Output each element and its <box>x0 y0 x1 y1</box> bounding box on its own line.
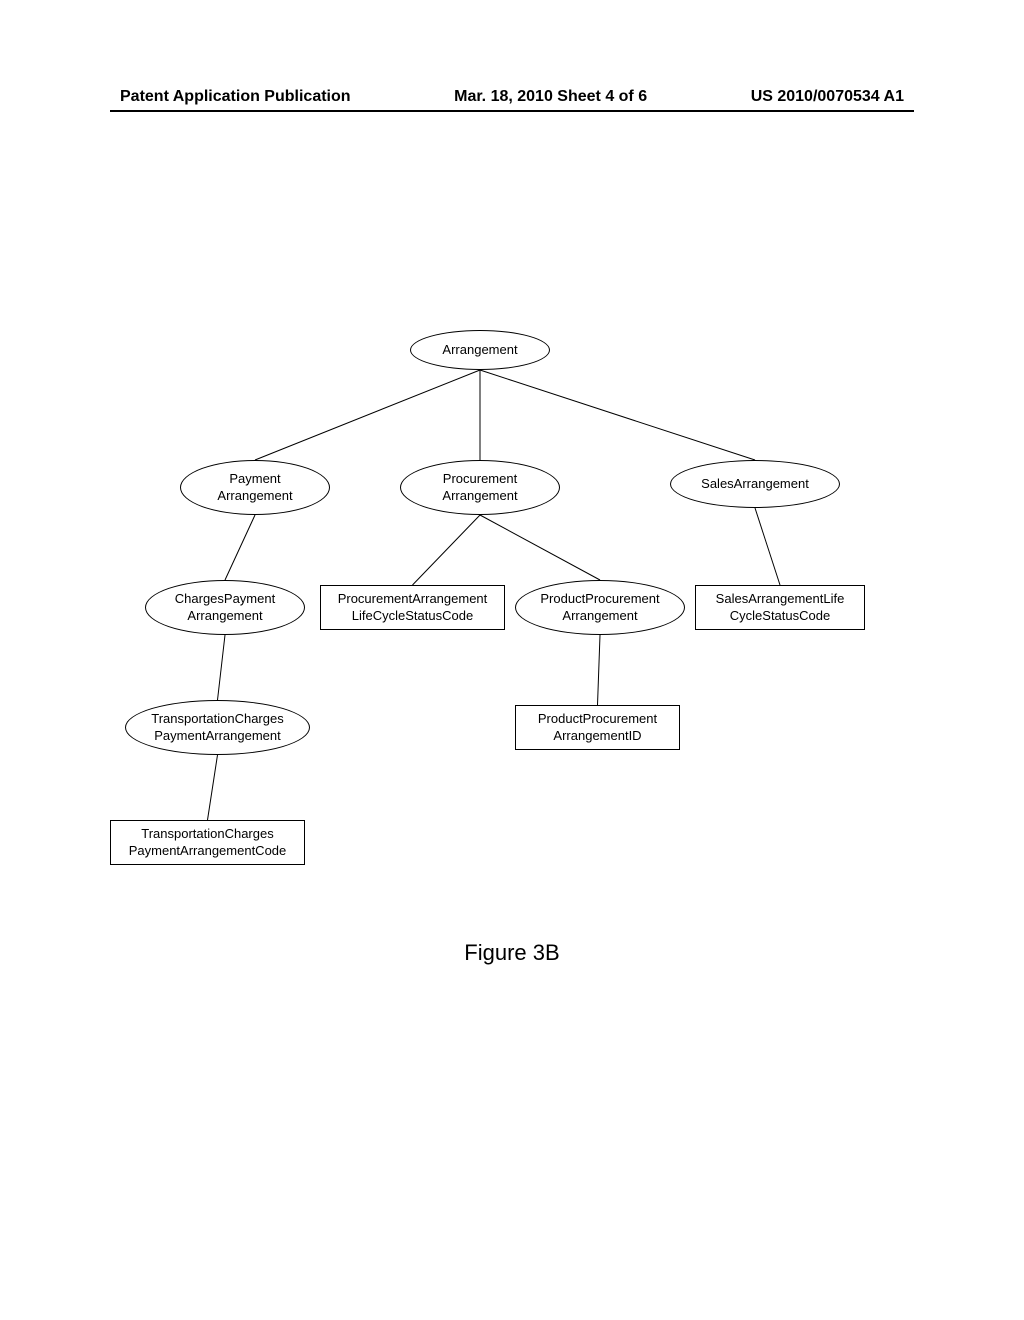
node-label-line: SalesArrangementLife <box>716 591 845 607</box>
node-label-line: ProductProcurement <box>538 711 657 727</box>
node-label-line: SalesArrangement <box>701 476 809 492</box>
node-label-line: Arrangement <box>442 342 517 358</box>
diagram-node: ProductProcurementArrangementID <box>515 705 680 750</box>
node-label-line: TransportationCharges <box>151 711 283 727</box>
header-rule <box>110 110 914 112</box>
diagram-edge <box>255 370 480 460</box>
node-label-line: ChargesPayment <box>175 591 275 607</box>
diagram-edge <box>225 515 255 580</box>
diagram-node: PaymentArrangement <box>180 460 330 515</box>
node-label-line: Arrangement <box>562 608 637 624</box>
diagram-edge <box>480 370 755 460</box>
diagram-node: Arrangement <box>410 330 550 370</box>
diagram-edge <box>480 515 600 580</box>
diagram-edges <box>100 300 924 1000</box>
diagram-edge <box>755 508 780 585</box>
node-label-line: TransportationCharges <box>141 826 273 842</box>
diagram-node: SalesArrangementLifeCycleStatusCode <box>695 585 865 630</box>
diagram-node: TransportationChargesPaymentArrangementC… <box>110 820 305 865</box>
diagram-edge <box>598 635 601 705</box>
diagram-node: ChargesPaymentArrangement <box>145 580 305 635</box>
diagram-edge <box>208 755 218 820</box>
node-label-line: Arrangement <box>217 488 292 504</box>
header-right: US 2010/0070534 A1 <box>751 88 904 106</box>
node-label-line: Procurement <box>443 471 517 487</box>
node-label-line: PaymentArrangement <box>154 728 280 744</box>
node-label-line: ArrangementID <box>553 728 641 744</box>
diagram-node: ProcurementArrangement <box>400 460 560 515</box>
node-label-line: Arrangement <box>187 608 262 624</box>
header-center: Mar. 18, 2010 Sheet 4 of 6 <box>454 88 647 106</box>
node-label-line: Arrangement <box>442 488 517 504</box>
diagram-node: SalesArrangement <box>670 460 840 508</box>
page-header: Patent Application Publication Mar. 18, … <box>0 88 1024 106</box>
node-label-line: PaymentArrangementCode <box>129 843 287 859</box>
node-label-line: CycleStatusCode <box>730 608 830 624</box>
node-label-line: ProductProcurement <box>540 591 659 607</box>
header-left: Patent Application Publication <box>120 88 351 106</box>
tree-diagram: ArrangementPaymentArrangementProcurement… <box>100 300 924 1000</box>
diagram-node: ProductProcurementArrangement <box>515 580 685 635</box>
node-label-line: ProcurementArrangement <box>338 591 488 607</box>
diagram-edge <box>413 515 481 585</box>
diagram-node: ProcurementArrangementLifeCycleStatusCod… <box>320 585 505 630</box>
diagram-node: TransportationChargesPaymentArrangement <box>125 700 310 755</box>
node-label-line: LifeCycleStatusCode <box>352 608 473 624</box>
node-label-line: Payment <box>229 471 280 487</box>
diagram-edge <box>218 635 226 700</box>
figure-label: Figure 3B <box>0 940 1024 966</box>
